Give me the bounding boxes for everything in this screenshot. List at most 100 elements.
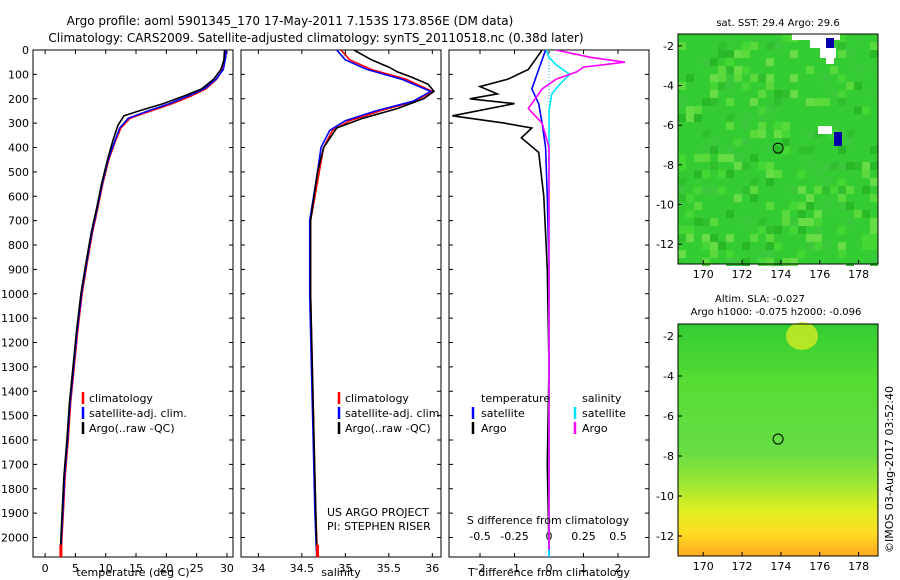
- x-tick-label: 30: [220, 562, 234, 575]
- sst-cell: [766, 258, 774, 266]
- sst-cell: [790, 202, 798, 210]
- sst-nodata-patch: [792, 34, 840, 40]
- depth-tick-label: 1400: [1, 385, 29, 398]
- x-tick-label: 1: [580, 562, 587, 575]
- sst-cell: [686, 114, 694, 122]
- sst-cell: [686, 34, 694, 42]
- sst-cell: [742, 218, 750, 226]
- sst-cell: [678, 154, 686, 162]
- depth-tick-label: 1500: [1, 410, 29, 423]
- legend-label-argo: Argo(..raw -QC): [345, 422, 431, 435]
- sst-cell: [702, 98, 710, 106]
- depth-tick-label: 1800: [1, 483, 29, 496]
- sst-cell: [838, 162, 846, 170]
- salinity-axes-box: [240, 49, 442, 558]
- sst-cell: [782, 218, 790, 226]
- sst-cell: [798, 210, 806, 218]
- sst-cell: [798, 146, 806, 154]
- x-tick-label: 34: [251, 562, 265, 575]
- sst-cell: [766, 202, 774, 210]
- sst-cell: [838, 242, 846, 250]
- sst-cell: [830, 186, 838, 194]
- sst-cell: [822, 242, 830, 250]
- sst-cell: [766, 146, 774, 154]
- depth-tick-label: 1100: [1, 312, 29, 325]
- sst-cell: [742, 114, 750, 122]
- sst-cell: [766, 106, 774, 114]
- x-tick-label: 20: [159, 562, 173, 575]
- sst-cell: [694, 98, 702, 106]
- sst-cell: [790, 178, 798, 186]
- sst-cold-patch: [826, 38, 834, 48]
- sst-cell: [726, 66, 734, 74]
- depth-tick-label: 600: [8, 190, 29, 203]
- sla-map-highlight: [786, 322, 818, 350]
- sst-cell: [726, 170, 734, 178]
- temperature-series: [59, 50, 228, 557]
- sst-cell: [830, 122, 838, 130]
- sst-cell: [710, 98, 718, 106]
- sst-cell: [678, 250, 686, 258]
- difference-xlabel: T difference from climatology: [467, 566, 630, 579]
- sst-cell: [702, 218, 710, 226]
- map-y-tick-label: -2: [663, 330, 674, 343]
- sst-cell: [718, 154, 726, 162]
- legend-label-sal-satellite: satellite: [582, 407, 626, 420]
- sst-cell: [742, 82, 750, 90]
- difference-series: [452, 50, 626, 557]
- sst-cell: [838, 90, 846, 98]
- depth-tick-label: 2000: [1, 532, 29, 545]
- s-diff-tick-label: -0.5: [469, 530, 490, 543]
- sst-cell: [846, 130, 854, 138]
- sst-map-frame: [677, 33, 879, 265]
- sst-cell: [758, 74, 766, 82]
- sst-cell: [702, 242, 710, 250]
- sst-cell: [750, 98, 758, 106]
- sst-cell: [766, 234, 774, 242]
- sst-cell: [854, 106, 862, 114]
- sst-cell: [838, 98, 846, 106]
- salinity-panel: 34 34.5 35 35.5 36 climatology satellite-adj…: [240, 49, 443, 579]
- sst-cell: [710, 74, 718, 82]
- sst-cell: [838, 170, 846, 178]
- sst-cell: [838, 186, 846, 194]
- legend-label-argo: Argo(..raw -QC): [89, 422, 175, 435]
- sst-cell: [798, 186, 806, 194]
- s-diff-tick-label: 0.5: [609, 530, 627, 543]
- depth-tick-label: 100: [8, 68, 29, 81]
- sst-cell: [702, 170, 710, 178]
- sst-cell: [726, 58, 734, 66]
- sst-cell: [830, 210, 838, 218]
- sst-cell: [694, 170, 702, 178]
- sst-cell: [726, 146, 734, 154]
- sla-map-background: [678, 324, 878, 556]
- sst-cell: [830, 162, 838, 170]
- sst-cell: [846, 258, 854, 266]
- sla-map-title: Altim. SLA: -0.027: [715, 294, 805, 305]
- sst-cell: [806, 98, 814, 106]
- sst-cell: [774, 42, 782, 50]
- sst-cell: [718, 42, 726, 50]
- sst-cell: [758, 130, 766, 138]
- sst-cell: [814, 170, 822, 178]
- sst-cell: [694, 226, 702, 234]
- sst-cell: [742, 42, 750, 50]
- map-y-tick-label: -4: [663, 80, 674, 93]
- sst-cell: [694, 106, 702, 114]
- sst-cell: [790, 226, 798, 234]
- sst-cell: [814, 242, 822, 250]
- sst-cell: [814, 226, 822, 234]
- sst-cell: [678, 178, 686, 186]
- sst-cell: [734, 194, 742, 202]
- sst-cell: [846, 50, 854, 58]
- sst-cell: [710, 146, 718, 154]
- sst-cell: [822, 162, 830, 170]
- sst-cell: [766, 226, 774, 234]
- sst-cell: [838, 146, 846, 154]
- sst-cell: [870, 178, 878, 186]
- depth-tick-label: 900: [8, 263, 29, 276]
- sst-cell: [726, 250, 734, 258]
- sst-cell: [766, 178, 774, 186]
- sst-cell: [766, 82, 774, 90]
- sst-cell: [790, 74, 798, 82]
